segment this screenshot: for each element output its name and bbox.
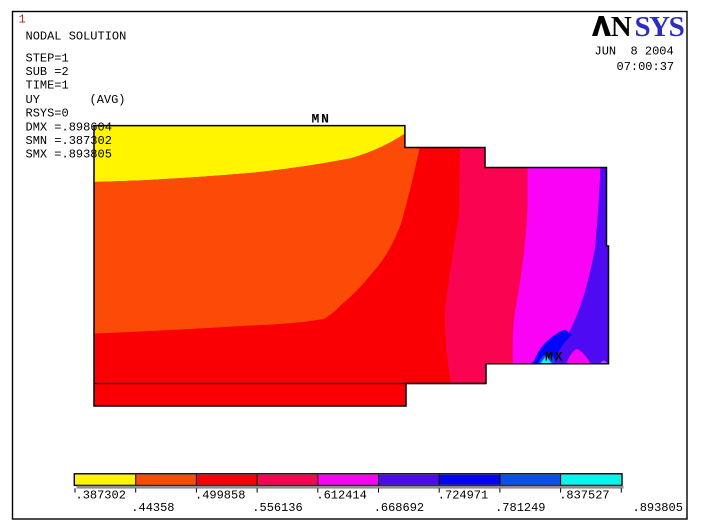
svg-text:TIME=1: TIME=1 [26, 78, 69, 92]
svg-text:.499858: .499858 [195, 489, 245, 503]
svg-text:UY: UY [26, 93, 40, 107]
svg-text:.556136: .556136 [252, 501, 302, 515]
svg-text:.781249: .781249 [495, 501, 545, 515]
svg-text:SMX =.893805: SMX =.893805 [26, 147, 112, 161]
svg-text:NODAL SOLUTION: NODAL SOLUTION [26, 29, 127, 43]
svg-text:RSYS=0: RSYS=0 [26, 106, 69, 120]
svg-text:.893805: .893805 [633, 501, 683, 515]
svg-text:SMN =.387302: SMN =.387302 [26, 134, 112, 148]
svg-text:SUB =2: SUB =2 [26, 65, 69, 79]
svg-text:07:00:37: 07:00:37 [617, 60, 675, 74]
svg-text:SYS: SYS [635, 11, 684, 43]
svg-text:.668692: .668692 [374, 501, 424, 515]
svg-text:(AVG): (AVG) [90, 93, 126, 107]
svg-text:.387302: .387302 [76, 489, 126, 503]
svg-text:.612414: .612414 [316, 489, 366, 503]
svg-text:8 2004: 8 2004 [631, 45, 674, 59]
svg-text:.724971: .724971 [438, 489, 488, 503]
svg-text:.837527: .837527 [559, 489, 609, 503]
svg-text:MX: MX [545, 350, 564, 365]
svg-text:JUN: JUN [595, 45, 617, 59]
svg-text:.44358: .44358 [131, 501, 174, 515]
svg-text:MN: MN [312, 112, 331, 127]
svg-text:1: 1 [19, 13, 26, 27]
svg-text:DMX =.898604: DMX =.898604 [26, 120, 112, 134]
svg-text:N: N [611, 11, 632, 43]
svg-text:STEP=1: STEP=1 [26, 51, 69, 65]
